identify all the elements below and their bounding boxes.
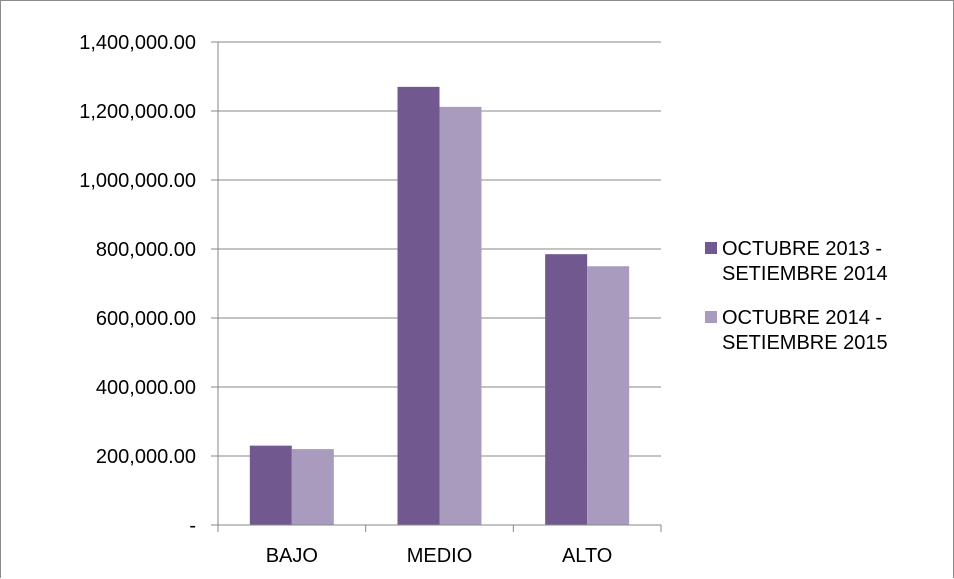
- y-tick-label: 1,000,000.00: [79, 170, 196, 192]
- y-tick-label: 400,000.00: [96, 377, 196, 399]
- bar-bajo-series-1: [249, 445, 292, 525]
- legend-label-series-2: OCTUBRE 2014 - SETIEMBRE 2015: [722, 307, 888, 354]
- y-tick-label: 1,200,000.00: [79, 101, 196, 123]
- legend-item-series-1: OCTUBRE 2013 - SETIEMBRE 2014: [705, 237, 954, 287]
- legend-item-series-2: OCTUBRE 2014 - SETIEMBRE 2015: [705, 306, 954, 356]
- x-tick-label-bajo: BAJO: [266, 545, 318, 567]
- legend-swatch-series-1: [705, 242, 717, 254]
- legend-label-series-1: OCTUBRE 2013 - SETIEMBRE 2014: [722, 238, 888, 285]
- bar-alto-series-1: [545, 254, 588, 526]
- legend: OCTUBRE 2013 - SETIEMBRE 2014 OCTUBRE 20…: [705, 237, 954, 375]
- legend-swatch-series-2: [705, 311, 717, 323]
- bar-medio-series-2: [439, 106, 482, 526]
- y-tick-label: 1,400,000.00: [79, 32, 196, 54]
- bar-alto-series-2: [587, 266, 630, 525]
- x-tick-label-alto: ALTO: [562, 545, 612, 567]
- bars: [249, 86, 630, 526]
- y-tick-label: 800,000.00: [96, 239, 196, 261]
- bar-medio-series-1: [397, 86, 440, 525]
- y-tick-label: 200,000.00: [96, 446, 196, 468]
- y-tick-label: 600,000.00: [96, 308, 196, 330]
- y-tick-label: -: [189, 515, 196, 537]
- bar-bajo-series-2: [291, 449, 334, 525]
- x-tick-label-medio: MEDIO: [407, 545, 473, 567]
- tick-labels: - 200,000.00 400,000.00 600,000.00 800,000.0…: [79, 32, 612, 567]
- axes: [211, 41, 662, 532]
